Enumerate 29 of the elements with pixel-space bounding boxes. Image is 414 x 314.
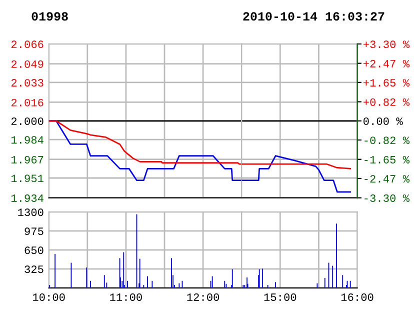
y-tick-label: 1.967 [11,156,44,164]
text: 0.00 % [364,117,403,126]
x-tick-label: 11:00 [110,293,142,301]
chart-subtitle: 2010-10-14 16:03:27 [243,12,384,21]
x-tick-label: 15:00 [264,293,296,301]
text: +2.47 % [363,60,410,68]
y-tick-label: 1.984 [11,136,44,144]
y-tick-label: 2.000 [11,117,44,126]
text: -3.30 % [364,194,410,202]
y-tick-label: 1.934 [11,194,44,202]
y-tick-label: 975 [24,228,44,236]
text: +0.82 % [363,98,410,106]
y-tick-label: 2.066 [11,40,44,48]
text: +1.65 % [363,79,410,87]
y-tick-label: 2.049 [11,60,44,68]
y-tick-label: 325 [24,266,44,274]
x-tick-label: 16:00 [341,293,374,301]
x-tick-label: 10:00 [32,293,65,301]
y-tick-label: 2.033 [11,79,44,87]
chart-title: 01998 [32,12,68,21]
text: +3.30 % [363,40,410,48]
y-tick-label: 1300 [18,208,44,216]
text: -1.65 % [364,156,410,164]
y-tick-label: 2.016 [11,98,44,106]
y-tick-label: 1.951 [11,174,44,182]
y-tick-label: 650 [24,246,44,254]
text: -2.47 % [364,175,410,183]
text: -0.82 % [364,136,410,144]
x-tick-label: 12:00 [187,293,220,301]
